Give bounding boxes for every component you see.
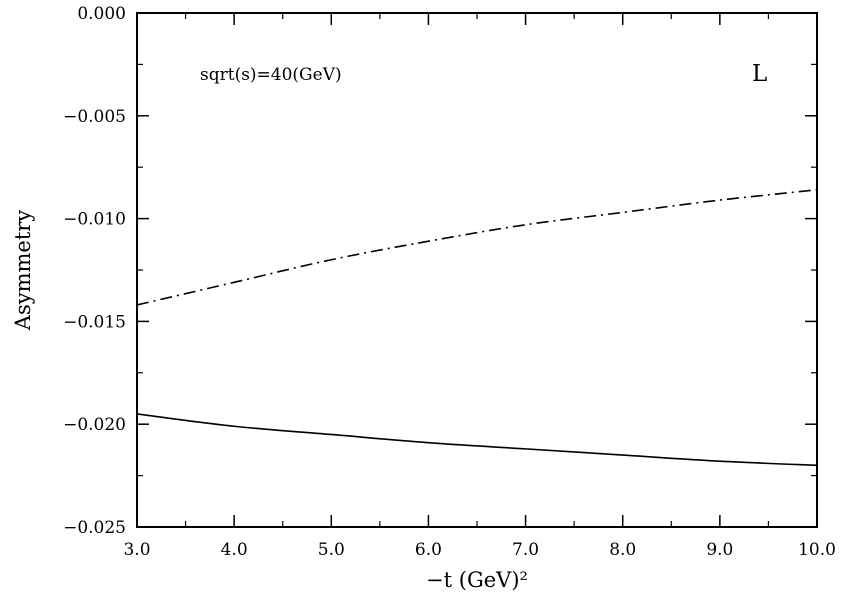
- x-tick-label: 10.0: [798, 540, 836, 560]
- x-tick-label: 9.0: [706, 540, 733, 560]
- y-tick-label: 0.000: [77, 4, 126, 24]
- annotation-sqrt-s: sqrt(s)=40(GeV): [200, 65, 342, 85]
- y-tick-label: −0.025: [63, 518, 126, 538]
- dash-dot-curve: [136, 189, 818, 306]
- series-layer: [136, 189, 818, 467]
- solid-curve: [136, 413, 818, 467]
- y-tick-label: −0.015: [63, 312, 126, 332]
- x-tick-label: 4.0: [221, 540, 248, 560]
- axis-ticks: [136, 12, 818, 528]
- x-axis-title: −t (GeV)²: [426, 568, 528, 592]
- y-tick-label: −0.010: [63, 210, 126, 230]
- x-tick-label: 3.0: [123, 540, 150, 560]
- x-tick-label: 8.0: [609, 540, 636, 560]
- plot-frame: [136, 12, 818, 528]
- y-axis-title: Asymmetry: [11, 210, 35, 332]
- x-tick-label: 5.0: [318, 540, 345, 560]
- x-tick-label: 7.0: [512, 540, 539, 560]
- panel-label: L: [752, 61, 767, 87]
- y-tick-label: −0.020: [63, 415, 126, 435]
- y-tick-label: −0.005: [63, 107, 126, 127]
- axis-tick-labels: 3.0 4.0 5.0 6.0 7.0 8.0 9.0 10.0 0.000 −0.005 −0.0…: [63, 4, 836, 560]
- x-tick-label: 6.0: [415, 540, 442, 560]
